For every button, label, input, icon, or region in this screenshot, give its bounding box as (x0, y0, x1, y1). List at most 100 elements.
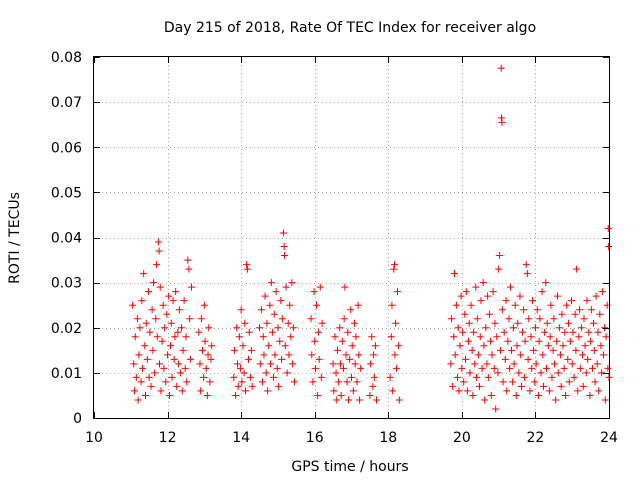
data-point (512, 391, 520, 399)
data-point (197, 387, 205, 395)
data-point (517, 382, 525, 390)
data-point (538, 288, 546, 296)
data-point (471, 360, 479, 368)
data-point (556, 351, 564, 359)
data-point (235, 333, 243, 341)
data-point (526, 387, 534, 395)
data-point (169, 297, 177, 305)
data-point (453, 373, 461, 381)
data-point (473, 315, 481, 323)
data-point (535, 337, 543, 345)
data-point (391, 261, 399, 269)
data-point (186, 355, 194, 363)
data-point (579, 382, 587, 390)
data-point (151, 369, 159, 377)
data-point (237, 306, 245, 314)
data-point (331, 333, 339, 341)
data-point (270, 310, 278, 318)
x-tick-label: 18 (379, 430, 397, 446)
data-point (271, 351, 279, 359)
data-point (555, 324, 563, 332)
data-point (318, 319, 326, 327)
data-point (289, 360, 297, 368)
data-point (336, 360, 344, 368)
data-point (243, 261, 251, 269)
data-point (549, 346, 557, 354)
data-point (509, 378, 517, 386)
data-point (284, 319, 292, 327)
data-point (232, 391, 240, 399)
data-point (587, 306, 595, 314)
y-tick-label: 0.08 (51, 50, 82, 66)
data-point (267, 360, 275, 368)
data-point (274, 324, 282, 332)
data-point (350, 319, 358, 327)
data-point (468, 346, 476, 354)
data-point (500, 328, 508, 336)
data-point (588, 364, 596, 372)
data-point (207, 355, 215, 363)
y-tick-label: 0.01 (51, 366, 82, 382)
data-point (366, 391, 374, 399)
data-point (498, 306, 506, 314)
data-point (461, 310, 469, 318)
data-point (143, 355, 151, 363)
data-point (534, 391, 542, 399)
data-point (601, 396, 609, 404)
data-point (389, 387, 397, 395)
data-point (133, 315, 141, 323)
data-point (580, 315, 588, 323)
data-point (478, 364, 486, 372)
data-point (196, 360, 204, 368)
data-point (131, 333, 139, 341)
data-point (289, 324, 297, 332)
data-point (140, 270, 148, 278)
data-point (279, 229, 287, 237)
data-point (184, 256, 192, 264)
data-point (465, 319, 473, 327)
data-point (162, 378, 170, 386)
data-point (517, 351, 525, 359)
data-point (487, 391, 495, 399)
data-point (334, 346, 342, 354)
data-point (481, 396, 489, 404)
data-point (261, 292, 269, 300)
data-point (259, 333, 267, 341)
data-point (311, 364, 319, 372)
data-point (357, 364, 365, 372)
data-point (281, 342, 289, 350)
data-point (152, 315, 160, 323)
data-point (139, 364, 147, 372)
data-point (238, 378, 246, 386)
data-point (542, 279, 550, 287)
data-point (487, 337, 495, 345)
data-point (386, 373, 394, 381)
data-point (175, 306, 183, 314)
data-point (560, 364, 568, 372)
data-point (495, 252, 503, 260)
x-tick-label: 10 (85, 430, 103, 446)
data-point (472, 283, 480, 291)
data-point (550, 315, 558, 323)
data-point (489, 288, 497, 296)
data-point (454, 324, 462, 332)
data-point (504, 337, 512, 345)
data-point (587, 337, 595, 345)
data-point (161, 324, 169, 332)
data-point (247, 346, 255, 354)
data-point (150, 279, 158, 287)
data-point (460, 378, 468, 386)
data-point (333, 396, 341, 404)
data-point (532, 360, 540, 368)
data-point (182, 333, 190, 341)
y-tick-label: 0.06 (51, 140, 82, 156)
data-point (314, 391, 322, 399)
data-point (392, 364, 400, 372)
data-point (567, 297, 575, 305)
x-tick-label: 14 (232, 430, 250, 446)
data-point (200, 301, 208, 309)
data-point (562, 391, 570, 399)
data-point (262, 369, 270, 377)
data-point (584, 355, 592, 363)
data-point (208, 342, 216, 350)
